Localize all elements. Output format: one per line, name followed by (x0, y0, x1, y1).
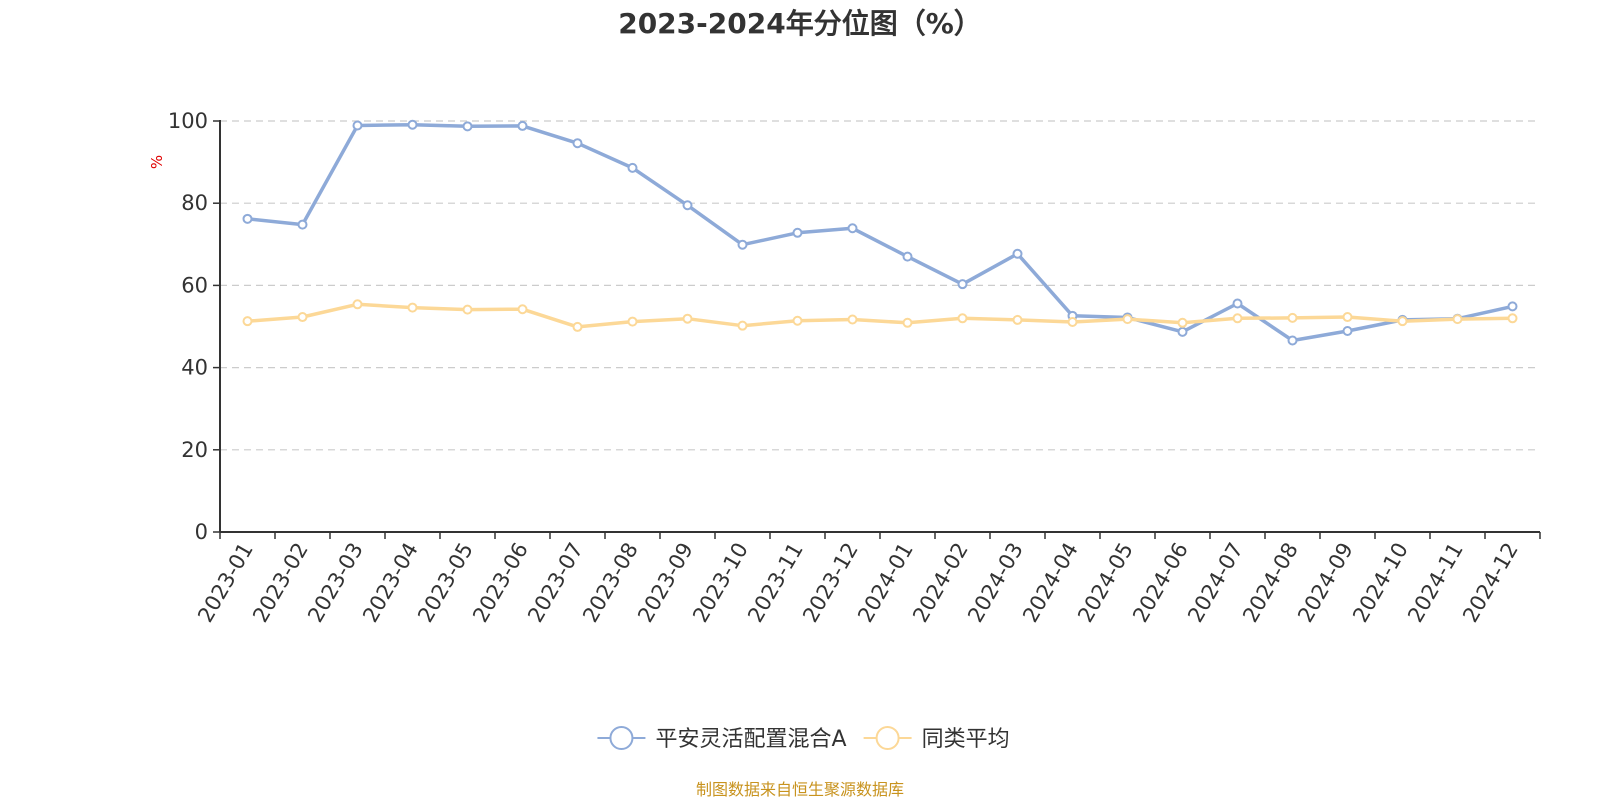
data-point[interactable] (1507, 313, 1518, 324)
legend-marker (875, 726, 900, 750)
data-point[interactable] (1177, 326, 1188, 337)
data-point[interactable] (352, 299, 363, 310)
legend[interactable]: 平安灵活配置混合A 同类平均 (597, 726, 1010, 752)
data-point[interactable] (242, 316, 253, 327)
data-point[interactable] (1012, 314, 1023, 325)
data-point[interactable] (847, 314, 858, 325)
legend-label: 平安灵活配置混合A (655, 727, 846, 752)
data-point[interactable] (682, 200, 693, 211)
y-tick-label: 20 (181, 438, 208, 462)
data-point[interactable] (462, 121, 473, 132)
data-point[interactable] (517, 304, 528, 315)
data-point[interactable] (737, 239, 748, 250)
data-point[interactable] (1122, 314, 1133, 325)
series-line (247, 302, 1513, 329)
series-2 (242, 299, 1518, 332)
data-point[interactable] (462, 304, 473, 315)
data-point[interactable] (1507, 301, 1518, 312)
y-tick-label: 100 (168, 109, 208, 133)
data-point[interactable] (1342, 312, 1353, 323)
data-point[interactable] (1067, 316, 1078, 327)
y-tick-label: 80 (181, 191, 208, 215)
data-point[interactable] (572, 138, 583, 149)
data-point[interactable] (297, 219, 308, 230)
chart-title: 2023-2024年分位图（%） (618, 7, 982, 40)
data-point[interactable] (1397, 316, 1408, 327)
data-point[interactable] (297, 312, 308, 323)
data-point[interactable] (242, 213, 253, 224)
series-1 (242, 119, 1518, 346)
data-point[interactable] (902, 251, 913, 262)
series-line (247, 122, 1513, 343)
data-point[interactable] (1342, 326, 1353, 337)
data-point[interactable] (627, 162, 638, 173)
data-point[interactable] (957, 279, 968, 290)
data-point[interactable] (407, 119, 418, 130)
source-note: 制图数据来自恒生聚源数据库 (696, 780, 904, 799)
data-point[interactable] (627, 316, 638, 327)
data-point[interactable] (1287, 335, 1298, 346)
y-tick-label: 40 (181, 356, 208, 380)
x-tick-label: 2024-12 (1458, 539, 1523, 627)
data-point[interactable] (1177, 317, 1188, 328)
data-point[interactable] (1232, 298, 1243, 309)
data-point[interactable] (572, 321, 583, 332)
legend-marker (609, 726, 634, 750)
legend-item-2[interactable]: 同类平均 (863, 726, 1010, 752)
data-point[interactable] (1232, 313, 1243, 324)
data-point[interactable] (902, 317, 913, 328)
data-point[interactable] (407, 302, 418, 313)
legend-item-1[interactable]: 平安灵活配置混合A (597, 726, 847, 752)
y-tick-label: 60 (181, 273, 208, 297)
y-tick-label: 0 (195, 520, 208, 544)
data-point[interactable] (957, 313, 968, 324)
data-point[interactable] (1287, 312, 1298, 323)
data-point[interactable] (847, 223, 858, 234)
gridlines (220, 120, 1540, 451)
series-layer (242, 119, 1518, 346)
data-point[interactable] (517, 120, 528, 131)
data-point[interactable] (352, 120, 363, 131)
data-point[interactable] (1012, 248, 1023, 259)
data-point[interactable] (737, 320, 748, 331)
data-point[interactable] (1452, 314, 1463, 325)
data-point[interactable] (792, 227, 803, 238)
legend-label: 同类平均 (922, 727, 1010, 752)
y-axis-label: % (148, 155, 166, 169)
axes: 0204060801002023-012023-022023-032023-04… (168, 109, 1541, 627)
data-point[interactable] (792, 315, 803, 326)
data-point[interactable] (682, 313, 693, 324)
